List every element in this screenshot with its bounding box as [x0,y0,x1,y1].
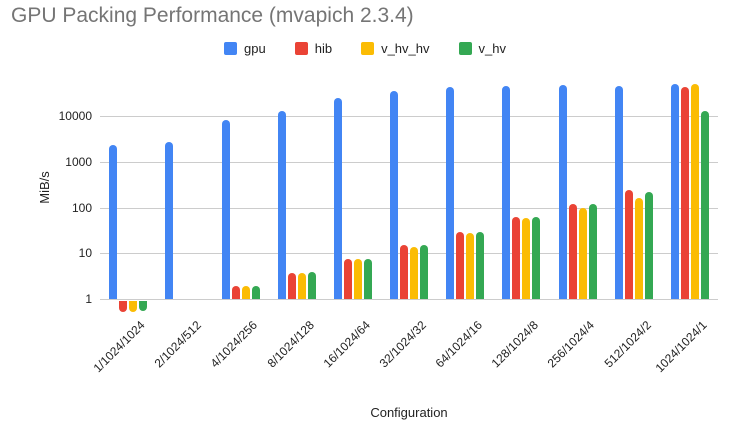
bar-v_hv-1024-1024-1[interactable] [700,111,709,299]
x-axis-title: Configuration [370,405,448,420]
bar-v_hv-16-1024-64[interactable] [363,258,372,299]
bar-hib-16-1024-64[interactable] [343,259,352,299]
bar-v_hv-1-1024-1024[interactable] [139,300,148,311]
bar-v_hv_hv-512-1024-2[interactable] [634,197,643,299]
legend-swatch-blue-icon [224,42,238,55]
y-tick-label: 10 [78,246,92,261]
x-tick-label: 8/1024/128 [264,318,317,371]
legend-item-gpu: gpu [224,41,266,56]
bar-v_hv_hv-1-1024-1024[interactable] [129,300,138,313]
x-tick-label: 512/1024/2 [601,318,654,371]
gridline-100 [100,207,718,209]
bar-v_hv_hv-32-1024-32[interactable] [410,246,418,299]
bar-hib-512-1024-2[interactable] [624,190,633,299]
bar-hib-8-1024-128[interactable] [287,272,296,299]
bar-v_hv_hv-8-1024-128[interactable] [297,273,306,299]
bar-hib-1-1024-1024[interactable] [119,300,128,313]
chart-title: GPU Packing Performance (mvapich 2.3.4) [11,4,414,27]
legend-label: hib [314,41,333,56]
x-tick-label: 256/1024/4 [545,318,598,371]
bar-v_hv-256-1024-4[interactable] [588,204,597,299]
y-tick-label: 1000 [65,154,92,169]
bar-hib-1024-1024-1[interactable] [680,87,689,299]
bar-gpu-256-1024-4[interactable] [558,85,567,299]
x-tick-label: 1024/1024/1 [652,318,710,376]
legend-label: v_hv [478,41,506,56]
y-axis-title: MiB/s [36,171,52,204]
bar-v_hv_hv-1024-1024-1[interactable] [690,83,699,299]
y-tick-label: 1 [85,292,92,306]
bar-v_hv-4-1024-256[interactable] [251,285,260,299]
x-tick-label: 4/1024/256 [208,318,261,371]
bar-gpu-128-1024-8[interactable] [502,86,511,299]
legend-swatch-red-icon [294,42,308,55]
y-tick-label: 100 [71,200,92,215]
bar-gpu-16-1024-64[interactable] [333,98,342,299]
bar-gpu-32-1024-32[interactable] [390,91,398,299]
bar-v_hv_hv-128-1024-8[interactable] [522,217,531,299]
bar-v_hv-8-1024-128[interactable] [307,272,316,299]
x-tick-label: 32/1024/32 [376,318,429,371]
x-tick-label: 2/1024/512 [151,318,205,371]
gridline-1 [100,299,718,300]
bar-v_hv-128-1024-8[interactable] [532,217,541,299]
bar-gpu-8-1024-128[interactable] [277,111,286,299]
legend-swatch-green-icon [458,42,472,55]
legend-swatch-yellow-icon [361,42,375,55]
legend-label: v_hv_hv [381,41,430,56]
bar-v_hv-512-1024-2[interactable] [644,191,653,299]
bar-v_hv_hv-256-1024-4[interactable] [578,207,587,299]
bar-v_hv_hv-64-1024-16[interactable] [466,232,475,299]
legend-label: gpu [244,41,266,56]
bar-v_hv_hv-16-1024-64[interactable] [353,259,362,299]
bar-gpu-1024-1024-1[interactable] [670,84,679,299]
bar-v_hv_hv-4-1024-256[interactable] [241,286,250,299]
y-tick-label: 10000 [58,109,92,124]
gridline-1000 [100,161,718,163]
gridline-10 [100,253,718,255]
bar-hib-256-1024-4[interactable] [568,204,577,299]
bar-hib-64-1024-16[interactable] [456,231,465,299]
x-tick-label: 1/1024/1024 [90,318,149,376]
bar-v_hv-64-1024-16[interactable] [476,231,485,299]
x-tick-label: 128/1024/8 [488,318,542,371]
bar-gpu-2-1024-512[interactable] [165,142,174,299]
bar-gpu-4-1024-256[interactable] [221,120,230,299]
bar-hib-4-1024-256[interactable] [231,286,240,299]
bar-hib-128-1024-8[interactable] [512,216,521,299]
legend-item-v_hv_hv: v_hv_hv [361,41,430,56]
bar-gpu-64-1024-16[interactable] [446,87,455,299]
bar-gpu-512-1024-2[interactable] [614,86,623,299]
bar-hib-32-1024-32[interactable] [400,244,408,299]
gridline-10000 [100,116,718,118]
legend-item-v_hv: v_hv [458,41,506,56]
x-tick-label: 64/1024/16 [432,318,486,371]
x-tick-label: 16/1024/64 [320,318,373,371]
chart-legend: gpu hib v_hv_hv v_hv [0,41,730,56]
bar-v_hv-32-1024-32[interactable] [420,245,428,299]
bar-gpu-1-1024-1024[interactable] [109,145,118,299]
legend-item-hib: hib [294,41,333,56]
